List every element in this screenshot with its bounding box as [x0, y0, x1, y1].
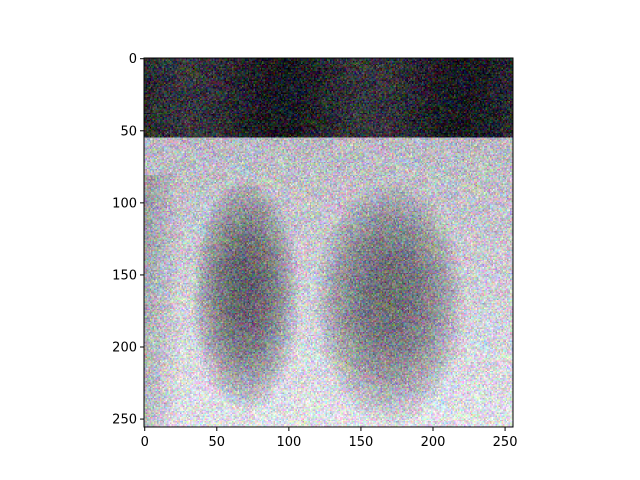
y-tick-label: 250	[112, 413, 137, 428]
x-tick-label: 0	[141, 435, 149, 450]
x-axis-ticks: 0 50 100 150 200 250	[141, 427, 518, 450]
y-tick-label: 100	[112, 196, 137, 211]
x-tick-label: 150	[349, 435, 374, 450]
x-tick-label: 200	[421, 435, 446, 450]
x-tick-label: 50	[209, 435, 226, 450]
y-tick-label: 50	[120, 124, 137, 139]
x-tick-label: 250	[493, 435, 518, 450]
plot-frame	[143, 57, 514, 428]
x-tick-label: 100	[276, 435, 301, 450]
y-tick-label: 200	[112, 341, 137, 356]
image-plot	[144, 58, 513, 427]
y-tick-label: 150	[112, 268, 137, 283]
y-axis-ticks: 0 50 100 150 200 250	[112, 52, 144, 428]
y-tick-label: 0	[129, 52, 137, 67]
